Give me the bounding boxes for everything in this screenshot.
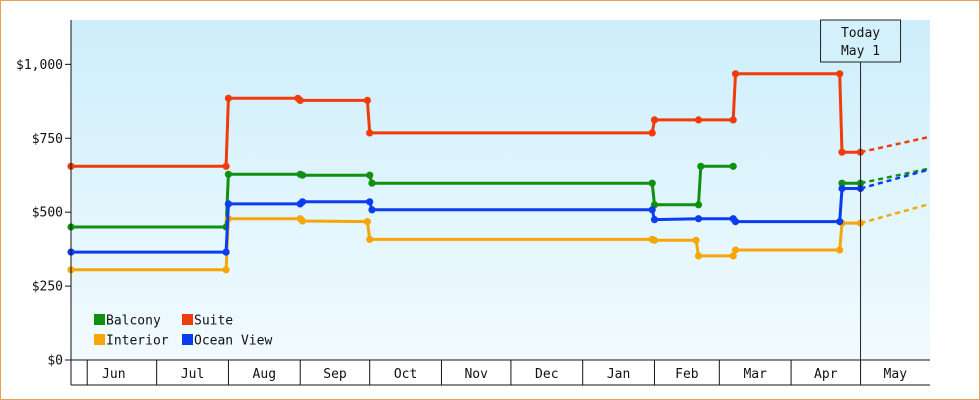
legend-label-ocean-view: Ocean View <box>194 334 272 349</box>
x-tick-label-sep: Sep <box>323 367 347 382</box>
data-point-suite[interactable] <box>222 162 230 170</box>
data-point-interior[interactable] <box>694 252 703 260</box>
data-point-ocean-view[interactable] <box>836 218 844 226</box>
legend-item-interior[interactable]: Interior <box>94 334 169 349</box>
series-interior <box>67 202 931 274</box>
data-point-suite[interactable] <box>650 116 659 124</box>
legend-swatch-interior <box>94 334 105 345</box>
data-point-ocean-view[interactable] <box>224 200 232 208</box>
x-tick-label-mar: Mar <box>743 367 767 382</box>
projection-line-interior <box>860 202 931 225</box>
data-point-suite[interactable] <box>366 129 374 137</box>
series-balcony <box>67 162 931 231</box>
x-tick-label-aug: Aug <box>253 367 276 382</box>
data-point-ocean-view[interactable] <box>694 215 703 223</box>
data-point-balcony[interactable] <box>648 179 656 187</box>
legend-item-ocean-view[interactable]: Ocean View <box>182 334 272 349</box>
series-ocean-view <box>67 168 931 256</box>
y-tick-label: $500 <box>32 206 63 221</box>
projection-line-suite <box>860 135 931 154</box>
x-tick-label-may: May <box>884 367 908 382</box>
data-point-ocean-view[interactable] <box>368 206 376 214</box>
data-point-ocean-view[interactable] <box>650 216 659 224</box>
data-point-ocean-view[interactable] <box>731 218 740 226</box>
data-point-interior[interactable] <box>729 252 737 260</box>
data-point-balcony[interactable] <box>368 179 376 187</box>
legend-label-balcony: Balcony <box>106 314 161 329</box>
today-label-line1: Today <box>841 26 880 41</box>
data-point-ocean-view[interactable] <box>222 248 230 256</box>
projection-line-ocean-view <box>860 168 931 190</box>
y-tick-label: $750 <box>32 132 63 147</box>
data-point-interior[interactable] <box>366 235 374 243</box>
data-point-balcony[interactable] <box>729 162 737 170</box>
x-tick-label-apr: Apr <box>814 367 838 382</box>
plot-area <box>71 20 930 360</box>
data-point-balcony[interactable] <box>224 170 232 178</box>
data-point-ocean-view[interactable] <box>838 184 846 193</box>
series-suite <box>67 70 931 170</box>
legend-label-suite: Suite <box>194 314 233 329</box>
legend-swatch-suite <box>182 314 193 325</box>
legend-item-balcony[interactable]: Balcony <box>94 314 161 329</box>
data-point-ocean-view[interactable] <box>298 198 307 206</box>
data-point-balcony[interactable] <box>298 171 307 179</box>
data-point-interior[interactable] <box>298 217 307 225</box>
series-line-balcony <box>71 164 734 229</box>
data-point-balcony[interactable] <box>697 162 705 170</box>
data-point-interior[interactable] <box>731 246 740 254</box>
x-tick-label-jul: Jul <box>181 367 204 382</box>
legend-swatch-balcony <box>94 314 105 325</box>
x-tick-label-feb: Feb <box>675 367 699 382</box>
data-point-ocean-view[interactable] <box>366 198 374 206</box>
data-point-suite[interactable] <box>224 94 232 102</box>
data-point-suite[interactable] <box>729 116 737 124</box>
x-tick-label-dec: Dec <box>535 367 558 382</box>
y-tick-label: $250 <box>32 280 63 295</box>
data-point-suite[interactable] <box>694 116 703 124</box>
data-point-suite[interactable] <box>296 96 304 104</box>
legend-label-interior: Interior <box>106 334 169 349</box>
data-point-suite[interactable] <box>836 70 844 78</box>
legend-swatch-ocean-view <box>182 334 193 345</box>
data-point-suite[interactable] <box>731 70 740 78</box>
data-point-interior[interactable] <box>650 236 659 244</box>
x-tick-label-oct: Oct <box>394 367 417 382</box>
legend-item-suite[interactable]: Suite <box>182 314 233 329</box>
data-point-interior[interactable] <box>363 218 371 226</box>
data-point-suite[interactable] <box>363 96 371 104</box>
x-tick-label-jan: Jan <box>607 367 630 382</box>
y-tick-label: $1,000 <box>16 58 63 73</box>
data-point-suite[interactable] <box>838 148 846 156</box>
data-point-interior[interactable] <box>692 236 700 244</box>
data-point-balcony[interactable] <box>838 179 846 187</box>
projection-line-balcony <box>860 167 931 185</box>
data-point-balcony[interactable] <box>694 201 703 209</box>
data-point-interior[interactable] <box>222 266 230 274</box>
x-tick-label-nov: Nov <box>464 367 488 382</box>
data-point-balcony[interactable] <box>366 171 374 179</box>
y-tick-label: $0 <box>47 354 63 369</box>
today-label-line2: May 1 <box>841 44 880 59</box>
data-point-interior[interactable] <box>836 246 844 254</box>
x-tick-label-jun: Jun <box>102 367 125 382</box>
today-box <box>820 19 902 63</box>
data-point-ocean-view[interactable] <box>648 206 656 214</box>
data-point-suite[interactable] <box>648 129 656 137</box>
